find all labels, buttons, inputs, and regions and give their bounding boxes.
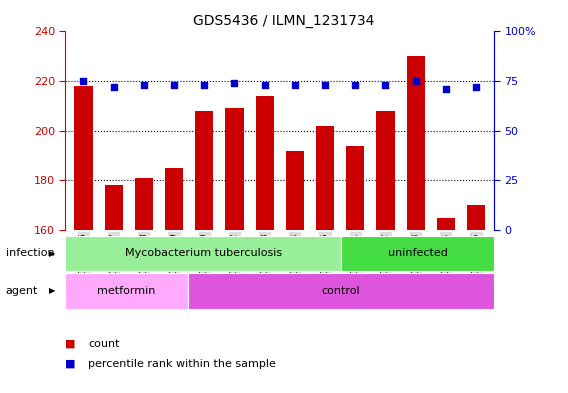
Point [411,78,420,84]
Bar [135,178,153,230]
Text: ▶: ▶ [49,286,56,295]
Point [320,82,329,88]
Point [230,80,239,86]
Bar [74,86,93,230]
Point [79,78,88,84]
Text: ■: ■ [65,358,76,369]
Text: ■: ■ [65,339,76,349]
Point [471,84,481,90]
Text: control: control [321,286,360,296]
Bar [286,151,304,230]
Bar [377,111,395,230]
Text: uninfected: uninfected [387,248,448,259]
Bar [195,111,214,230]
Bar [437,217,455,230]
Text: percentile rank within the sample: percentile rank within the sample [88,358,276,369]
Bar [407,56,425,230]
Bar [165,168,183,230]
Point [139,82,148,88]
Bar [346,145,364,230]
Bar [467,205,485,230]
Text: count: count [88,339,119,349]
Text: metformin: metformin [97,286,156,296]
Bar [316,126,334,230]
Bar [225,108,244,230]
Text: infection: infection [6,248,55,259]
Point [381,82,390,88]
Point [260,82,269,88]
Point [109,84,118,90]
Point [350,82,360,88]
Point [200,82,209,88]
Text: GDS5436 / ILMN_1231734: GDS5436 / ILMN_1231734 [193,14,375,28]
Text: Mycobacterium tuberculosis: Mycobacterium tuberculosis [124,248,282,259]
Point [441,86,450,92]
Bar [105,185,123,230]
Text: agent: agent [6,286,38,296]
Point [290,82,299,88]
Bar [256,96,274,230]
Point [169,82,178,88]
Text: ▶: ▶ [49,249,56,258]
